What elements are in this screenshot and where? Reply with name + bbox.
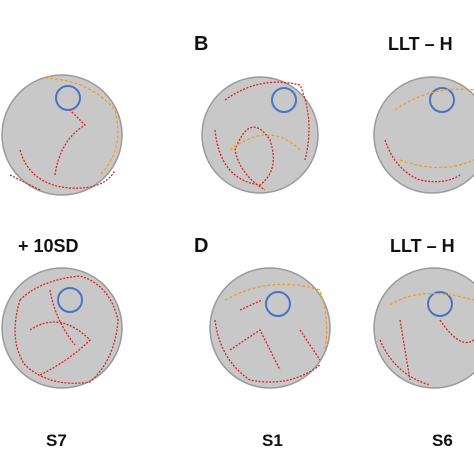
arena [373, 76, 474, 194]
platform [427, 291, 453, 317]
panel-label: LLT – H [388, 34, 453, 54]
platform [429, 87, 455, 113]
track [224, 283, 328, 351]
track [394, 88, 474, 169]
track [214, 299, 321, 383]
track [389, 292, 474, 306]
subject-label: S7 [46, 431, 67, 450]
subject-label: S1 [262, 431, 283, 450]
platform [57, 287, 83, 313]
arena-panel [1, 74, 123, 196]
platform [55, 85, 81, 111]
subject-label: S6 [432, 431, 453, 450]
track [14, 275, 119, 384]
arena-panel [209, 267, 331, 389]
platform [271, 87, 297, 113]
panel-letter: D [194, 235, 208, 257]
arena-panel [1, 267, 123, 389]
arena [201, 76, 319, 194]
track [229, 134, 301, 151]
arena [1, 267, 123, 389]
track [214, 81, 310, 191]
arena [1, 74, 123, 196]
platform [265, 291, 291, 317]
track [379, 319, 474, 386]
panel-label: LLT – H [390, 236, 455, 256]
track [384, 139, 461, 183]
arena-panel [373, 76, 474, 194]
panel-label: + 10SD [18, 236, 79, 256]
arena [209, 267, 331, 389]
arena-panel [373, 267, 474, 389]
arena-panel [201, 76, 319, 194]
arena [373, 267, 474, 389]
panel-letter: B [194, 33, 208, 55]
track [9, 109, 116, 191]
